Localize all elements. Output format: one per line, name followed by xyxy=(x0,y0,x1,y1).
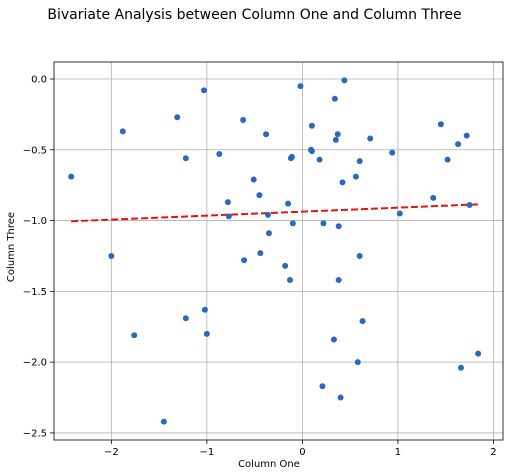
data-point xyxy=(241,257,248,264)
data-point xyxy=(216,151,223,158)
data-point xyxy=(285,200,292,207)
data-point xyxy=(444,156,451,163)
data-point xyxy=(335,223,342,230)
data-point xyxy=(201,306,208,313)
data-point xyxy=(174,114,181,121)
data-point xyxy=(457,364,464,371)
data-point xyxy=(108,252,115,259)
data-point xyxy=(330,336,337,343)
data-point xyxy=(332,136,339,143)
data-point xyxy=(339,179,346,186)
data-point xyxy=(354,359,361,366)
data-point xyxy=(265,230,272,237)
data-point xyxy=(334,131,341,138)
data-point xyxy=(337,394,344,401)
x-tick-label: 0 xyxy=(299,447,305,458)
data-point xyxy=(263,131,270,138)
y-tick-label: −2.0 xyxy=(23,358,47,369)
data-point xyxy=(356,158,363,165)
data-point xyxy=(396,210,403,217)
y-axis-label: Column Three xyxy=(6,212,17,282)
data-point xyxy=(335,277,342,284)
data-point xyxy=(331,95,338,102)
data-point xyxy=(257,250,264,257)
data-point xyxy=(320,220,327,227)
data-point xyxy=(367,135,374,142)
data-point xyxy=(455,141,462,148)
data-point xyxy=(359,318,366,325)
scatter-points xyxy=(68,77,482,425)
chart-title: Bivariate Analysis between Column One an… xyxy=(47,7,461,23)
data-point xyxy=(297,83,304,90)
data-point xyxy=(119,128,126,135)
data-point xyxy=(352,173,359,180)
data-point xyxy=(463,132,470,139)
y-tick-label: −1.5 xyxy=(23,287,47,298)
y-tick-label: −0.5 xyxy=(23,145,47,156)
y-tick-label: 0.0 xyxy=(31,74,47,85)
data-point xyxy=(319,383,326,390)
x-tick-label: −2 xyxy=(104,447,119,458)
trend-line xyxy=(71,203,480,223)
x-axis-label: Column One xyxy=(238,459,300,470)
data-point xyxy=(131,332,138,339)
data-point xyxy=(68,173,75,180)
data-point xyxy=(282,262,289,269)
data-point xyxy=(308,148,315,155)
data-point xyxy=(430,194,437,201)
data-point xyxy=(182,155,189,162)
data-point xyxy=(224,199,231,206)
data-point xyxy=(316,156,323,163)
data-point xyxy=(437,121,444,128)
data-point xyxy=(160,418,167,425)
grid xyxy=(54,62,503,440)
data-point xyxy=(289,220,296,227)
data-point xyxy=(203,330,210,337)
trend-line-layer xyxy=(71,203,480,223)
data-point xyxy=(286,277,293,284)
data-point xyxy=(466,201,473,208)
data-point xyxy=(256,192,263,199)
y-tick-label: −2.5 xyxy=(23,428,47,439)
data-point xyxy=(182,315,189,322)
data-point xyxy=(389,149,396,156)
y-tick-label: −1.0 xyxy=(23,216,47,227)
data-point xyxy=(240,117,247,124)
data-point xyxy=(225,213,232,220)
data-point xyxy=(288,153,295,160)
data-point xyxy=(475,350,482,357)
plot-frame xyxy=(53,61,504,441)
data-point xyxy=(264,211,271,218)
data-point xyxy=(250,176,257,183)
x-tick-label: 1 xyxy=(395,447,401,458)
y-axis-ticks: 0.0 −0.5 −1.0 −1.5 −2.0 −2.5 xyxy=(23,74,54,439)
data-point xyxy=(356,252,363,259)
data-point xyxy=(308,122,315,129)
x-axis-ticks: −2 −1 0 1 2 xyxy=(104,440,497,458)
x-tick-label: −1 xyxy=(199,447,214,458)
x-tick-label: 2 xyxy=(490,447,496,458)
data-point xyxy=(200,87,207,94)
data-point xyxy=(341,77,348,84)
